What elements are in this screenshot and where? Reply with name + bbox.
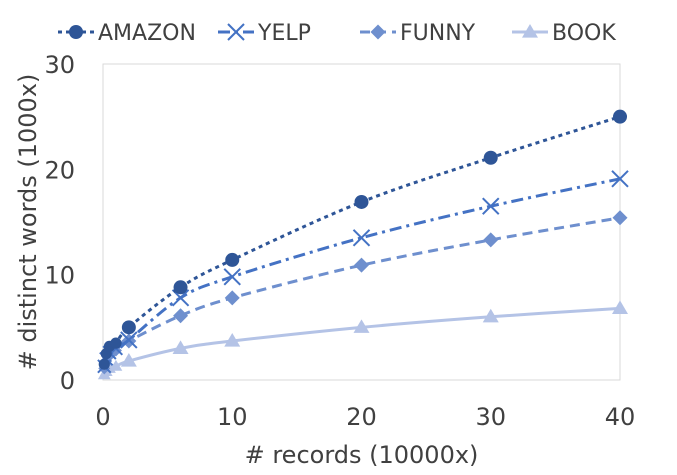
x-tick-label: 0 (95, 403, 110, 431)
x-tick-label: 10 (217, 403, 248, 431)
y-tick-label: 30 (44, 51, 75, 79)
data-point (173, 280, 188, 295)
y-tick-label: 10 (44, 262, 75, 290)
y-axis-ticks: 0 10 20 30 (44, 51, 75, 395)
data-point (224, 290, 240, 306)
legend-label: YELP (257, 21, 311, 46)
x-axis-ticks: 0 10 20 30 40 (95, 403, 635, 431)
series-yelp (97, 170, 629, 374)
legend-item-funny: FUNNY (360, 21, 476, 46)
data-point (353, 319, 370, 333)
data-point (483, 232, 499, 248)
legend-label: FUNNY (400, 21, 476, 46)
data-point (120, 331, 138, 349)
data-point (120, 353, 137, 367)
legend-marker (227, 23, 245, 41)
y-tick-label: 0 (60, 367, 75, 395)
y-tick-label: 20 (44, 156, 75, 184)
data-point (352, 229, 371, 247)
data-point (224, 333, 241, 347)
y-axis-title: # distinct words (1000x) (14, 74, 42, 371)
data-point (482, 197, 500, 215)
series-amazon (98, 109, 627, 370)
legend-item-book: BOOK (512, 21, 616, 46)
legend-marker (370, 24, 386, 40)
data-point (482, 308, 499, 323)
data-point (173, 308, 189, 324)
x-tick-label: 20 (346, 403, 377, 431)
data-point (225, 252, 240, 267)
legend-label: BOOK (552, 21, 616, 46)
legend-label: AMAZON (98, 21, 196, 46)
data-point (354, 194, 369, 209)
data-point (109, 359, 123, 371)
legend-item-amazon: AMAZON (58, 21, 196, 46)
legend-marker (69, 25, 83, 39)
data-point (223, 268, 241, 286)
data-point (611, 170, 629, 188)
data-point (121, 320, 136, 335)
data-point (483, 150, 498, 165)
data-point (110, 337, 122, 349)
x-tick-label: 30 (475, 403, 506, 431)
x-tick-label: 40 (605, 403, 636, 431)
data-point (612, 300, 628, 314)
legend-item-yelp: YELP (218, 21, 311, 46)
data-point (172, 340, 189, 354)
data-point (612, 210, 628, 226)
data-point (98, 358, 110, 370)
series-layer (97, 109, 629, 380)
data-point (354, 257, 369, 273)
legend-marker (522, 24, 538, 38)
x-axis-title: # records (10000x) (245, 441, 479, 469)
data-point (613, 109, 627, 124)
series-line (102, 216, 621, 369)
legend: AMAZON YELP FUNNY BOOK (58, 21, 616, 46)
